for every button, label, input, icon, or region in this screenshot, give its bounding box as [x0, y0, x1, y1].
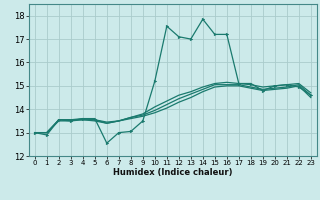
- X-axis label: Humidex (Indice chaleur): Humidex (Indice chaleur): [113, 168, 233, 177]
